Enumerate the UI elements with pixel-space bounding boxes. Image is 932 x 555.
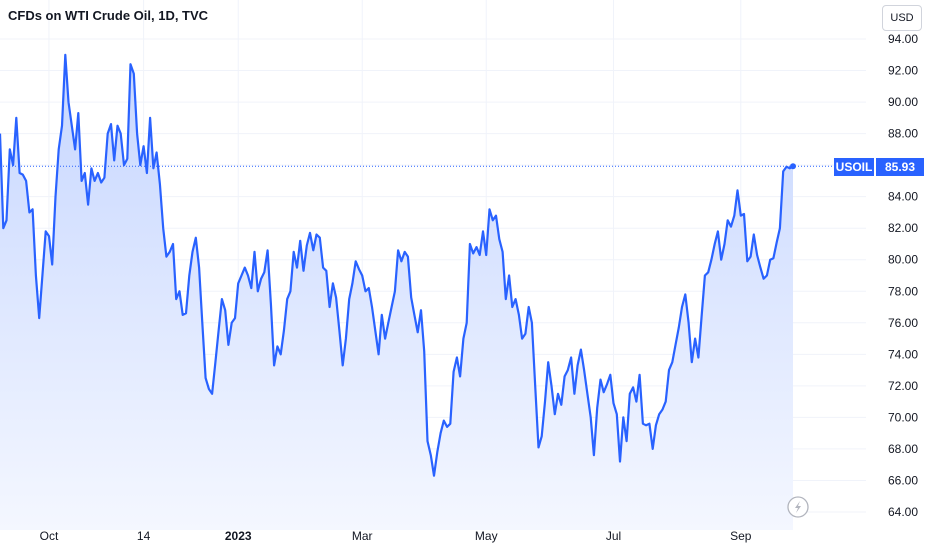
- symbol-tag: USOIL: [834, 158, 874, 176]
- currency-button[interactable]: USD: [882, 5, 922, 31]
- y-tick-label: 76.00: [888, 316, 918, 330]
- x-tick-label: Sep: [730, 529, 752, 543]
- chart-title: CFDs on WTI Crude Oil, 1D, TVC: [8, 8, 209, 23]
- y-tick-label: 92.00: [888, 64, 918, 78]
- y-tick-label: 84.00: [888, 190, 918, 204]
- series-line[interactable]: [0, 53, 794, 477]
- x-tick-label: 14: [137, 529, 151, 543]
- x-tick-label: 2023: [225, 529, 252, 543]
- x-tick-label: Oct: [40, 529, 59, 543]
- x-tick-label: May: [475, 529, 498, 543]
- y-tick-label: 80.00: [888, 253, 918, 267]
- y-tick-label: 64.00: [888, 505, 918, 519]
- x-tick-label: Mar: [352, 529, 373, 543]
- time-axis[interactable]: Oct 14 2023 Mar May Jul Sep: [40, 529, 752, 543]
- lightning-bolt-icon[interactable]: [787, 496, 809, 518]
- last-price-point: [790, 163, 796, 170]
- series-area-fill: [0, 54, 793, 531]
- y-tick-label: 88.00: [888, 127, 918, 141]
- y-tick-label: 74.00: [888, 347, 918, 361]
- y-tick-label: 82.00: [888, 221, 918, 235]
- y-tick-label: 94.00: [888, 32, 918, 46]
- y-tick-label: 66.00: [888, 473, 918, 487]
- y-tick-label: 68.00: [888, 442, 918, 456]
- y-tick-label: 90.00: [888, 95, 918, 109]
- price-axis[interactable]: 94.0092.0090.0088.0086.0084.0082.0080.00…: [888, 32, 918, 519]
- y-tick-label: 72.00: [888, 379, 918, 393]
- y-tick-label: 70.00: [888, 410, 918, 424]
- last-price-tag: 85.93: [876, 158, 924, 176]
- x-tick-label: Jul: [606, 529, 621, 543]
- y-tick-label: 78.00: [888, 284, 918, 298]
